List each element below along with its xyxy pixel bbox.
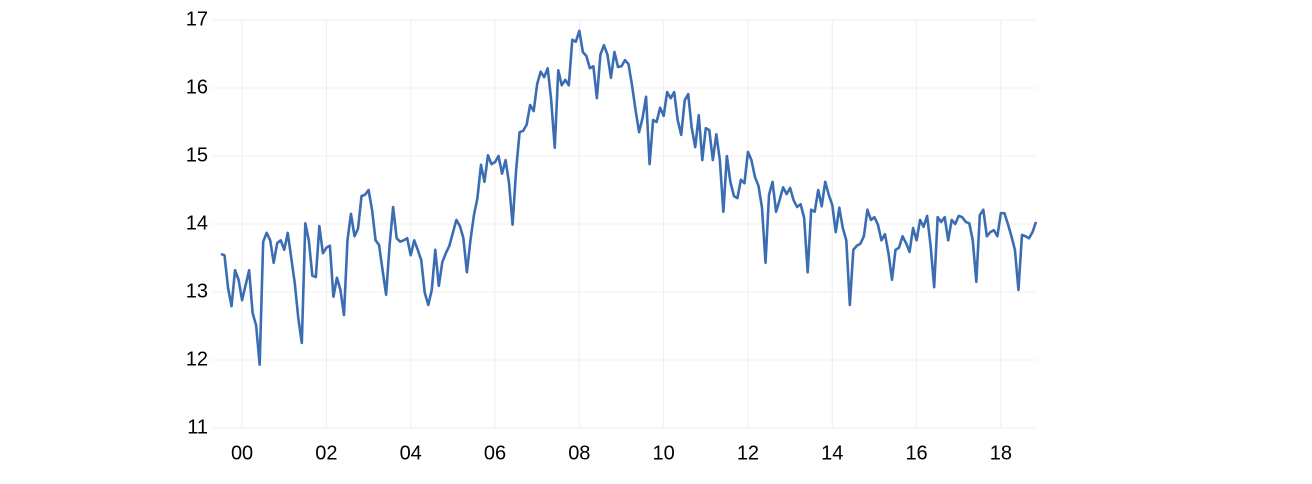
x-tick-label: 06 (484, 442, 506, 464)
x-tick-label: 00 (231, 442, 253, 464)
data-line (220, 29, 1038, 367)
x-tick-label: 14 (821, 442, 843, 464)
y-tick-label: 13 (186, 280, 208, 302)
y-tick-label: 16 (186, 76, 208, 98)
x-tick-label: 02 (315, 442, 337, 464)
x-tick-label: 16 (905, 442, 927, 464)
x-tick-label: 04 (400, 442, 422, 464)
y-tick-label: 17 (186, 8, 208, 30)
y-tick-label: 12 (186, 348, 208, 370)
y-tick-label: 14 (186, 212, 208, 234)
x-tick-label: 18 (990, 442, 1012, 464)
x-tick-label: 12 (737, 442, 759, 464)
y-tick-label: 15 (186, 144, 208, 166)
x-tick-label: 10 (653, 442, 675, 464)
x-tick-label: 08 (568, 442, 590, 464)
y-tick-label: 11 (187, 416, 208, 438)
